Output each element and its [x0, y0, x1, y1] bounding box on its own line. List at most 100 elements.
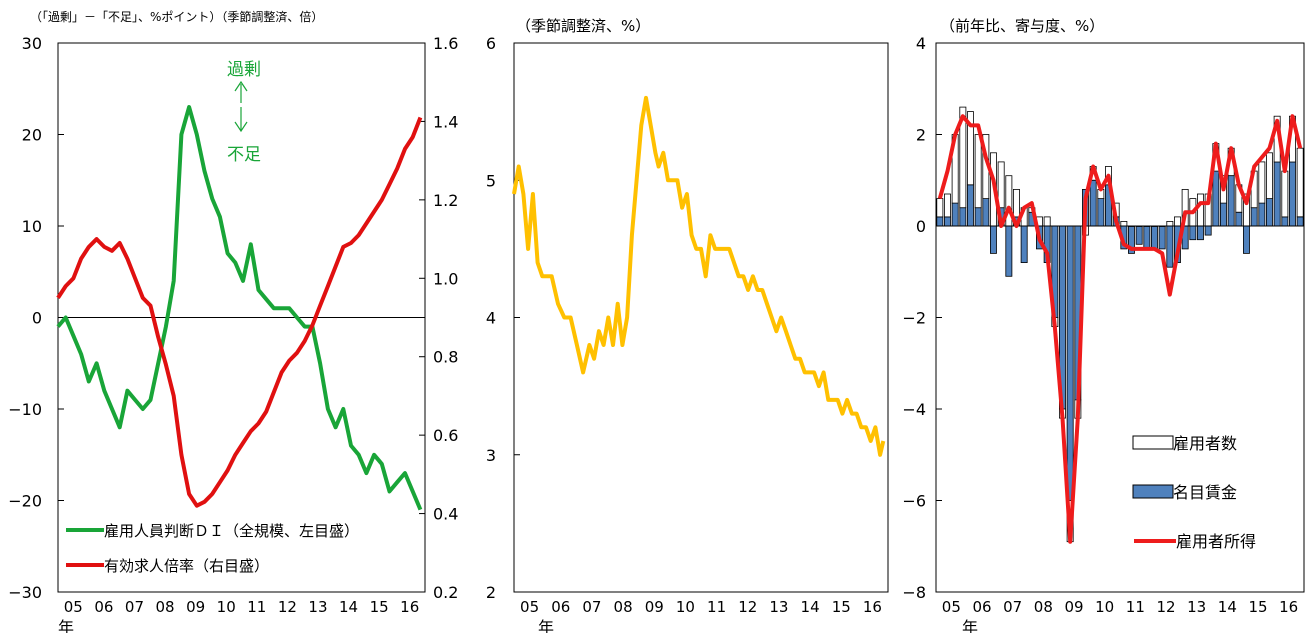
annotation-arrow-up-head	[234, 80, 248, 92]
wages-bar	[1158, 225, 1166, 250]
panel-1-right-tick-label: 1.0	[433, 269, 458, 288]
panel-1-x-unit: 年	[58, 618, 74, 633]
panel-1-xtick-label: 07	[125, 598, 144, 616]
panel-2-tick-label: 5	[486, 171, 496, 190]
employees-bar	[1005, 175, 1013, 227]
panel-2-x-unit: 年	[538, 618, 554, 633]
panel-3-xtick-label: 08	[1034, 598, 1053, 616]
panel-1-left-tick-label: −10	[8, 400, 42, 419]
panel-1-right-tick-label: 0.4	[433, 505, 458, 524]
panel-1-right-tick-label: 1.2	[433, 191, 458, 210]
panel-2-xtick-label: 10	[676, 598, 695, 616]
panel-2-tick-label: 2	[486, 583, 496, 602]
panel-1-xtick-label: 12	[278, 598, 297, 616]
legend-label-employees: 雇用者数	[1173, 434, 1237, 453]
panel-1-xtick-label: 13	[308, 598, 327, 616]
panel-2-xtick-label: 08	[614, 598, 633, 616]
panel-1-right-tick-label: 1.6	[433, 34, 458, 53]
panel-3-xtick-label: 09	[1064, 598, 1083, 616]
panel-1-right-tick-label: 0.2	[433, 583, 458, 602]
panel-3-xtick-label: 14	[1218, 598, 1237, 616]
wages-bar	[1097, 198, 1105, 227]
panel-3-y-ticks: 4 2 0 −2 −4 −6 −8	[902, 34, 942, 602]
wages-bar	[944, 216, 951, 227]
panel-3-xtick-label: 16	[1279, 598, 1298, 616]
panel-2-tick-label: 4	[486, 309, 496, 328]
panel-2: （季節調整済、%） 6 5 4 3 2 05 06 07 08 09 10 11 12 13 14 15 16…	[486, 17, 889, 633]
panel-3: （前年比、寄与度、%） 4 2 0 −2 −4 −6 −8 05 06 07 08 09 10 11 12…	[902, 17, 1305, 633]
panel-3-tick-label: 2	[916, 126, 926, 145]
panel-2-xtick-label: 06	[551, 598, 570, 616]
panel-3-x-ticks: 05 06 07 08 09 10 11 12 13 14 15 16	[942, 598, 1298, 616]
wages-bar	[1296, 216, 1304, 227]
wages-bar	[1005, 225, 1013, 277]
employees-bar	[967, 111, 974, 186]
employees-bar	[1013, 188, 1020, 218]
wages-bar	[1273, 161, 1281, 227]
wages-bar	[1089, 179, 1097, 227]
panel-1-xtick-label: 15	[370, 598, 389, 616]
panel-1-left-tick-label: 0	[32, 309, 42, 328]
wages-bar	[990, 225, 997, 254]
panel-2-xtick-label: 16	[863, 598, 882, 616]
panel-3-x-unit: 年	[962, 618, 978, 633]
panel-3-tick-label: 0	[916, 217, 926, 236]
employees-bar	[1043, 216, 1051, 227]
wages-bar	[1235, 211, 1243, 227]
panel-3-xtick-label: 05	[942, 598, 961, 616]
wages-bar	[967, 184, 974, 227]
panel-3-tick-label: 4	[916, 34, 926, 53]
wages-bar	[936, 216, 944, 227]
wages-bar	[982, 198, 990, 227]
wages-bar	[959, 207, 967, 227]
employees-bar	[1296, 147, 1304, 218]
panel-1-xtick-label: 08	[155, 598, 174, 616]
panel-1-right-ticks: 1.6 1.4 1.2 1.0 0.8 0.6 0.4 0.2	[419, 34, 458, 602]
wages-bar	[1258, 202, 1266, 227]
panel-2-title: （季節調整済、%）	[516, 17, 650, 35]
wages-bar	[1266, 198, 1273, 227]
employees-bar	[1266, 152, 1273, 200]
panel-2-xtick-label: 05	[520, 598, 539, 616]
job-offer-ratio-line	[56, 116, 423, 508]
annotation-arrow-down-head	[234, 121, 248, 133]
panel-1-xtick-label: 11	[247, 598, 266, 616]
panel-2-tick-label: 6	[486, 34, 496, 53]
wages-bar	[1289, 161, 1296, 227]
panel-3-xtick-label: 06	[972, 598, 991, 616]
panel-2-xtick-label: 14	[801, 598, 820, 616]
panel-3-title: （前年比、寄与度、%）	[940, 17, 1104, 35]
employees-bar	[974, 134, 982, 209]
panel-1-left-ticks: 30 20 10 0 −10 −20 −30	[8, 34, 64, 602]
wages-bar	[1151, 225, 1158, 250]
panel-2-xtick-label: 07	[582, 598, 601, 616]
panel-2-xtick-label: 09	[645, 598, 664, 616]
panel-1-xtick-label: 14	[339, 598, 358, 616]
panel-1-series	[56, 105, 423, 511]
panel-3-income-line	[937, 114, 1303, 544]
panel-1-left-tick-label: 30	[22, 34, 42, 53]
panel-1-title: （「過剰」－「不足」、%ポイント）（季節調整済、倍）	[30, 9, 323, 24]
panel-1-x-ticks: 05 06 07 08 09 10 11 12 13 14 15 16	[64, 598, 420, 616]
employees-bar	[959, 106, 967, 209]
wages-bar	[1281, 216, 1289, 227]
panel-1-xtick-label: 16	[400, 598, 419, 616]
panel-1-xtick-label: 10	[217, 598, 236, 616]
annotation-shortage: 不足	[227, 145, 261, 165]
wages-bar	[1135, 225, 1143, 245]
panel-1-xtick-label: 05	[64, 598, 83, 616]
employees-bar	[1197, 193, 1204, 227]
wages-bar	[1197, 225, 1204, 241]
wages-bar	[1243, 225, 1250, 254]
employees-bar	[1174, 216, 1181, 227]
annotation-excess: 過剰	[227, 60, 261, 80]
panel-3-xtick-label: 13	[1187, 598, 1206, 616]
panel-1-xtick-label: 09	[186, 598, 205, 616]
panel-3-tick-label: −8	[902, 583, 926, 602]
wages-bar	[1250, 207, 1258, 227]
wages-bar	[951, 202, 959, 227]
unemployment-rate-line	[512, 95, 886, 457]
wages-bar	[1066, 225, 1074, 501]
panel-2-xtick-label: 12	[738, 598, 757, 616]
